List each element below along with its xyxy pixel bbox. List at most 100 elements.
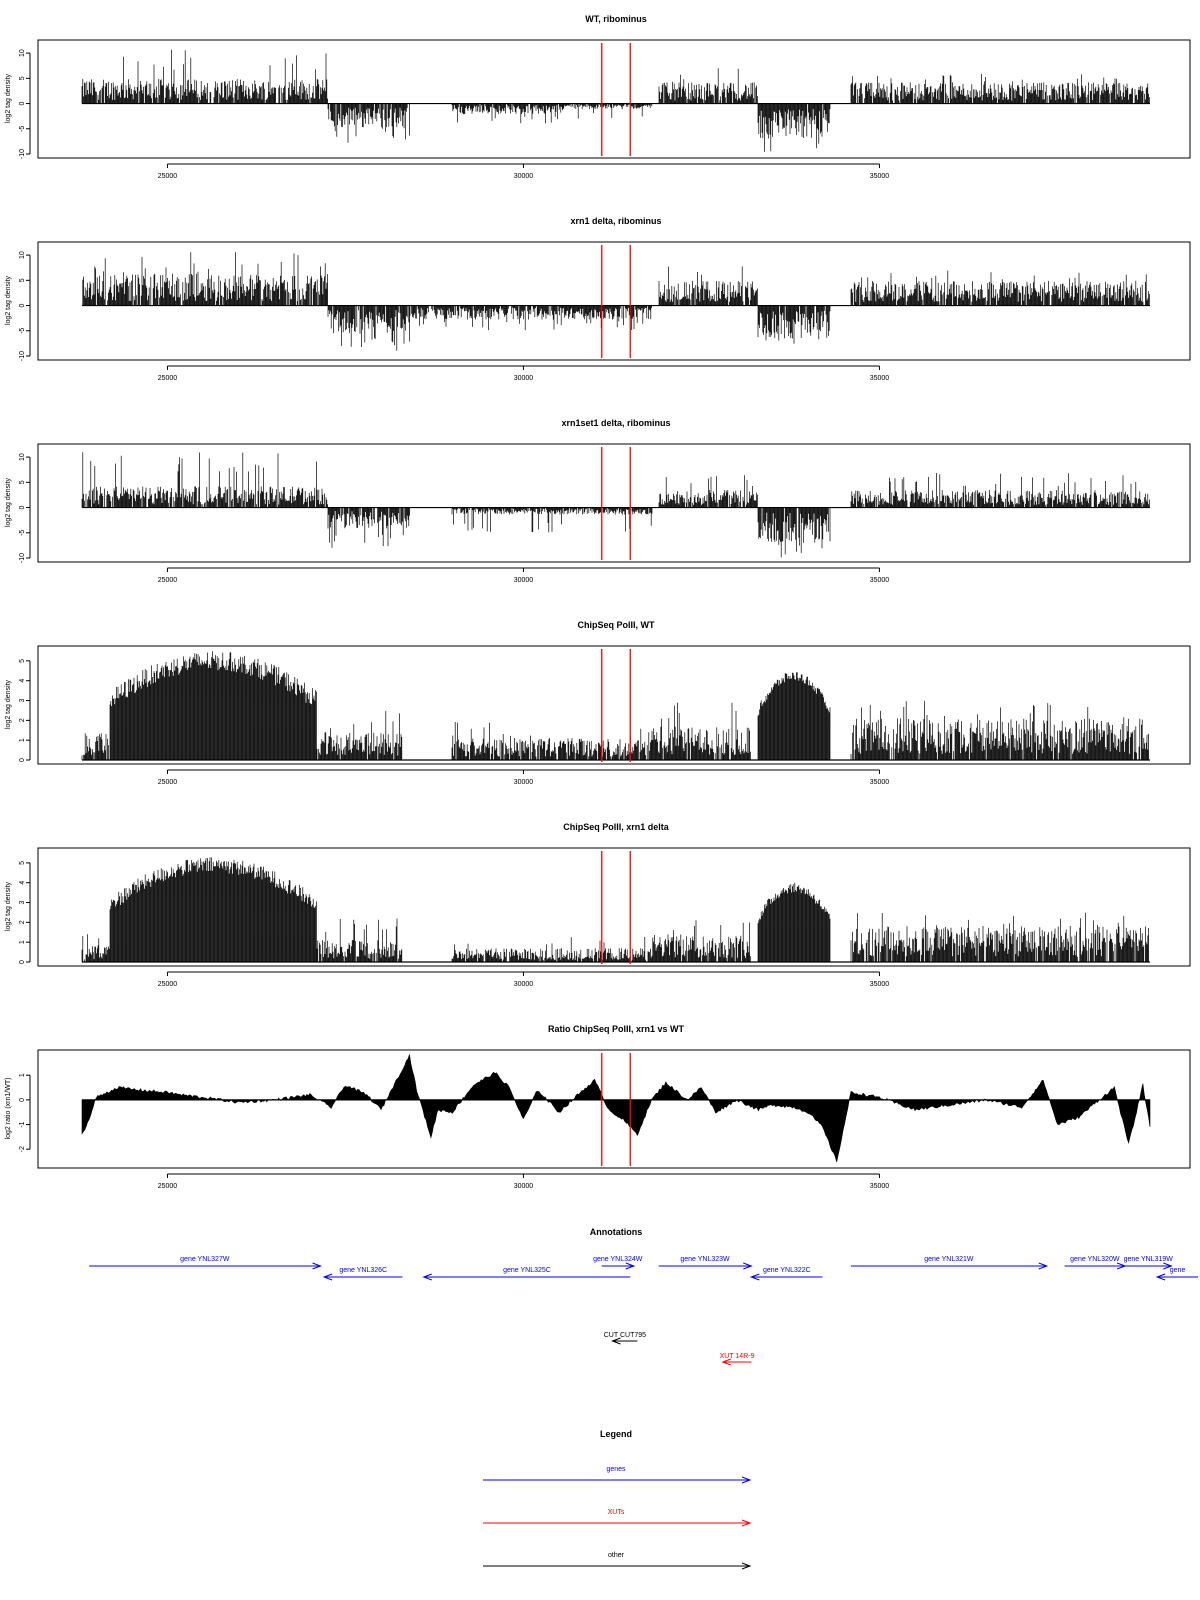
y-axis-label: log2 tag density	[5, 73, 12, 123]
x-tick-label: 35000	[870, 375, 890, 382]
y-tick-label: -5	[19, 328, 26, 334]
tag-density-bars	[81, 857, 1149, 962]
chart-title: ChipSeq PolII, WT	[578, 620, 655, 630]
x-tick-label: 25000	[158, 375, 178, 382]
legend-item-label: genes	[606, 1466, 626, 1473]
arrow-head	[741, 1562, 752, 1570]
y-tick-label: 0	[19, 758, 26, 762]
gene-label: gene YNL319W	[1124, 1256, 1174, 1263]
annotations-title: Annotations	[590, 1227, 643, 1237]
arrow-head	[322, 1273, 333, 1281]
arrow-head	[721, 1358, 731, 1366]
legend-arrow	[483, 1476, 752, 1484]
chart-panel-5: Ratio ChipSeq PolII, xrn1 vs WT -2 -1 0 1 log…	[5, 1024, 1191, 1190]
chart-panel-1: xrn1 delta, ribominus -10 -5 0 5 10 log2 tag d…	[5, 216, 1191, 382]
y-tick-label: 3	[19, 698, 26, 702]
arrow-head	[1155, 1273, 1166, 1281]
x-tick-label: 35000	[870, 779, 890, 786]
gene-arrow	[422, 1273, 631, 1281]
chart-title: xrn1set1 delta, ribominus	[561, 418, 670, 428]
chart-title: xrn1 delta, ribominus	[570, 216, 661, 226]
other-label: CUT CUT795	[604, 1332, 646, 1339]
chart-title: WT, ribominus	[585, 14, 647, 24]
legend-arrow	[483, 1562, 752, 1570]
x-tick-label: 35000	[870, 1183, 890, 1190]
arrow-head	[312, 1262, 322, 1270]
chart-panel-4: ChipSeq PolII, xrn1 delta 0 1 2 3 4 5 log2 tag …	[5, 822, 1191, 988]
legend: Legend genes XUTs other	[483, 1429, 752, 1570]
y-tick-label: 1	[19, 738, 26, 742]
y-tick-label: 5	[19, 76, 26, 80]
gene-label: gene YNL324W	[593, 1256, 643, 1263]
y-tick-label: -5	[19, 126, 26, 132]
legend-title: Legend	[600, 1429, 632, 1439]
ratio-area	[81, 1054, 1151, 1163]
gene-label: gene YNL327W	[180, 1256, 230, 1263]
xut-label: XUT 14R-9	[720, 1353, 755, 1360]
y-tick-label: 2	[19, 718, 26, 722]
gene-arrow	[1125, 1262, 1173, 1270]
y-tick-label: -10	[19, 351, 26, 361]
legend-arrow	[483, 1519, 752, 1527]
y-axis-label: log2 tag density	[5, 477, 12, 527]
chart-title: Ratio ChipSeq PolII, xrn1 vs WT	[548, 1024, 685, 1034]
x-tick-label: 25000	[158, 1183, 178, 1190]
x-tick-label: 30000	[514, 375, 534, 382]
y-tick-label: 4	[19, 679, 26, 683]
gene-arrow	[850, 1262, 1049, 1270]
arrow-head	[743, 1262, 753, 1270]
gene-label: gene YNL321W	[924, 1256, 974, 1263]
tag-density-bars	[81, 651, 1149, 760]
gene-label: gene YNL325C	[503, 1267, 551, 1274]
plot-frame	[37, 443, 1191, 563]
y-tick-label: 5	[19, 659, 26, 663]
plot-frame	[37, 241, 1191, 361]
chart-panel-3: ChipSeq PolII, WT 0 1 2 3 4 5 log2 tag density 2…	[5, 620, 1191, 786]
x-tick-label: 30000	[514, 173, 534, 180]
x-tick-label: 30000	[514, 779, 534, 786]
chart-panel-0: WT, ribominus -10 -5 0 5 10 log2 tag density 25…	[5, 14, 1191, 180]
chart-title: ChipSeq PolII, xrn1 delta	[563, 822, 670, 832]
xut-arrow	[721, 1358, 752, 1366]
gene-arrow	[1064, 1262, 1127, 1270]
y-tick-label: -10	[19, 553, 26, 563]
plot-frame	[37, 1049, 1191, 1169]
arrow-head	[625, 1262, 636, 1270]
gene-arrow	[322, 1273, 403, 1281]
plot-frame	[37, 39, 1191, 159]
arrow-head	[741, 1476, 752, 1484]
gene-label: gene YNL320W	[1070, 1256, 1120, 1263]
gene-arrow	[601, 1262, 636, 1270]
y-tick-label: 0	[19, 960, 26, 964]
y-axis-label: log2 tag density	[5, 679, 12, 729]
tag-density-bars	[82, 252, 1150, 351]
legend-item-label: XUTs	[608, 1509, 625, 1516]
x-tick-label: 35000	[870, 981, 890, 988]
y-tick-label: 10	[19, 453, 26, 461]
y-tick-label: 0	[19, 1098, 26, 1102]
arrow-head	[422, 1273, 432, 1281]
arrow-head	[1038, 1262, 1049, 1270]
gene-label: gene YNL326C	[339, 1267, 387, 1274]
y-tick-label: 1	[19, 940, 26, 944]
other-arrow	[611, 1337, 638, 1345]
x-tick-label: 30000	[514, 981, 534, 988]
gene-label: gene YNL323W	[680, 1256, 730, 1263]
y-axis-label: log2 tag density	[5, 881, 12, 931]
x-tick-label: 35000	[870, 577, 890, 584]
gene-arrow	[1155, 1273, 1198, 1281]
tag-density-bars	[81, 452, 1150, 558]
gene-arrow	[89, 1262, 322, 1270]
y-tick-label: 4	[19, 881, 26, 885]
annotations-panel: Annotations gene YNL327W gene YNL326C gene …	[89, 1227, 1198, 1366]
y-tick-label: -5	[19, 530, 26, 536]
x-tick-label: 25000	[158, 577, 178, 584]
x-tick-label: 30000	[514, 1183, 534, 1190]
y-tick-label: -10	[19, 149, 26, 159]
gene-label: gene YNL322C	[763, 1267, 811, 1274]
arrow-head	[749, 1273, 760, 1281]
x-tick-label: 25000	[158, 779, 178, 786]
arrow-head	[1163, 1262, 1173, 1270]
x-tick-label: 25000	[158, 981, 178, 988]
